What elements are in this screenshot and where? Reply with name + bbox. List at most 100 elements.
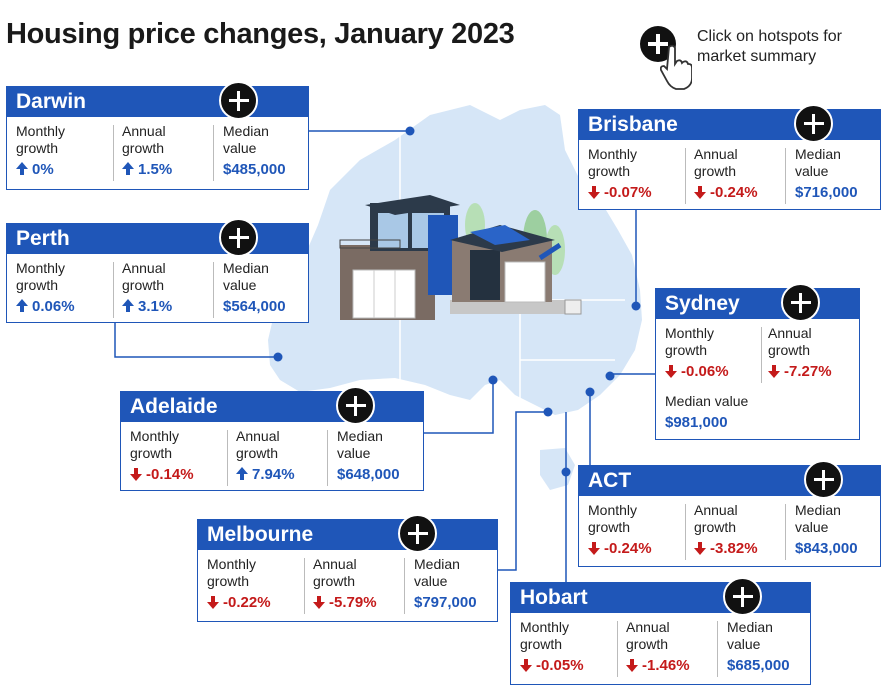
metric-value-text: 3.1% bbox=[138, 298, 173, 315]
metric-value: 0% bbox=[16, 161, 65, 178]
city-card-act[interactable]: ACT Monthly growth -0.24% Annual growth -3.8… bbox=[578, 460, 881, 567]
hand-pointer-icon bbox=[660, 44, 692, 90]
metric-value-text: -1.46% bbox=[642, 657, 690, 674]
hotspot-plus-icon[interactable] bbox=[781, 283, 820, 322]
metric-column: Monthly growth -0.05% bbox=[520, 619, 584, 674]
metric-label: Annual growth bbox=[313, 556, 357, 589]
column-divider bbox=[685, 148, 686, 204]
column-divider bbox=[113, 262, 114, 318]
metric-value: 7.94% bbox=[236, 466, 295, 483]
metric-value: -1.46% bbox=[626, 657, 690, 674]
metric-value: $648,000 bbox=[337, 466, 400, 483]
metric-value: -5.79% bbox=[313, 594, 377, 611]
metric-column: Annual growth -7.27% bbox=[768, 325, 832, 380]
hint-text: Click on hotspots for market summary bbox=[697, 28, 842, 65]
metric-label: Median value bbox=[337, 428, 383, 461]
arrow-down-icon bbox=[694, 185, 706, 199]
metric-value: $797,000 bbox=[414, 594, 477, 611]
metric-label: Monthly growth bbox=[16, 123, 66, 156]
page-title: Housing price changes, January 2023 bbox=[6, 18, 515, 50]
metric-value-text: -0.14% bbox=[146, 466, 194, 483]
column-divider bbox=[304, 558, 305, 614]
metric-label: Median value bbox=[414, 556, 460, 589]
metric-value-text: $797,000 bbox=[414, 594, 477, 611]
metric-column: Median value $716,000 bbox=[795, 146, 858, 201]
column-divider bbox=[113, 125, 114, 181]
card-header: Brisbane bbox=[579, 110, 880, 140]
column-divider bbox=[785, 148, 786, 204]
arrow-down-icon bbox=[130, 467, 142, 481]
metric-column: Monthly growth -0.14% bbox=[130, 428, 194, 483]
arrow-down-icon bbox=[626, 658, 638, 672]
metric-label: Annual growth bbox=[768, 325, 812, 358]
metric-column: Median value $797,000 bbox=[414, 556, 477, 611]
metric-value-text: 0.06% bbox=[32, 298, 75, 315]
city-card-brisbane[interactable]: Brisbane Monthly growth -0.07% Annual growt… bbox=[578, 104, 881, 210]
metric-column: Median value $564,000 bbox=[223, 260, 286, 315]
card-header: Hobart bbox=[511, 583, 810, 613]
metric-value-text: -0.05% bbox=[536, 657, 584, 674]
metric-value: -0.06% bbox=[665, 363, 729, 380]
column-divider bbox=[785, 504, 786, 560]
arrow-up-icon bbox=[16, 298, 28, 312]
city-card-perth[interactable]: Perth Monthly growth 0.06% Annual growth 3.1… bbox=[6, 218, 309, 323]
hotspot-plus-icon[interactable] bbox=[804, 460, 843, 499]
metric-value: -0.05% bbox=[520, 657, 584, 674]
metric-column: Median value $485,000 bbox=[223, 123, 286, 178]
city-name: Hobart bbox=[520, 586, 588, 609]
hotspot-plus-icon[interactable] bbox=[723, 577, 762, 616]
metric-value: -0.24% bbox=[588, 540, 652, 557]
metric-value-text: $648,000 bbox=[337, 466, 400, 483]
metric-value: 1.5% bbox=[122, 161, 172, 178]
hotspot-plus-icon[interactable] bbox=[219, 81, 258, 120]
city-card-darwin[interactable]: Darwin Monthly growth 0% Annual growth 1.5% M… bbox=[6, 81, 309, 190]
column-divider bbox=[327, 430, 328, 486]
city-card-sydney[interactable]: Sydney Monthly growth -0.06% Annual growth -… bbox=[655, 283, 860, 440]
metric-column: Annual growth -3.82% bbox=[694, 502, 758, 557]
hotspot-plus-icon[interactable] bbox=[219, 218, 258, 257]
metric-value-text: 7.94% bbox=[252, 466, 295, 483]
house-illustration bbox=[339, 195, 582, 320]
metric-value-text: -0.06% bbox=[681, 363, 729, 380]
metric-value-text: $843,000 bbox=[795, 540, 858, 557]
metric-value: $485,000 bbox=[223, 161, 286, 178]
metric-label: Median value bbox=[223, 260, 269, 293]
arrow-down-icon bbox=[207, 595, 219, 609]
city-name: Perth bbox=[16, 227, 70, 250]
metric-column: Annual growth 1.5% bbox=[122, 123, 172, 178]
metric-column: Annual growth -5.79% bbox=[313, 556, 377, 611]
metric-label: Annual growth bbox=[694, 502, 738, 535]
arrow-up-icon bbox=[122, 298, 134, 312]
hotspot-plus-icon[interactable] bbox=[398, 514, 437, 553]
metric-value: $716,000 bbox=[795, 184, 858, 201]
metric-value-text: $564,000 bbox=[223, 298, 286, 315]
metric-value-text: $685,000 bbox=[727, 657, 790, 674]
hotspot-plus-icon[interactable] bbox=[794, 104, 833, 143]
column-divider bbox=[685, 504, 686, 560]
city-name: Melbourne bbox=[207, 523, 314, 546]
card-header: Melbourne bbox=[198, 520, 497, 550]
metric-value: 0.06% bbox=[16, 298, 75, 315]
metric-value-text: -3.82% bbox=[710, 540, 758, 557]
metric-value-text: -5.79% bbox=[329, 594, 377, 611]
city-dots bbox=[273, 126, 641, 477]
connector-lines bbox=[114, 130, 655, 585]
arrow-down-icon bbox=[313, 595, 325, 609]
metric-value: $564,000 bbox=[223, 298, 286, 315]
hotspot-plus-icon[interactable] bbox=[336, 386, 375, 425]
metric-label: Monthly growth bbox=[588, 502, 638, 535]
city-name: Sydney bbox=[665, 292, 740, 315]
metric-value: -7.27% bbox=[768, 363, 832, 380]
metric-column: Annual growth -0.24% bbox=[694, 146, 758, 201]
column-divider bbox=[404, 558, 405, 614]
city-card-hobart[interactable]: Hobart Monthly growth -0.05% Annual growth -… bbox=[510, 577, 811, 685]
arrow-up-icon bbox=[122, 161, 134, 175]
metric-value-text: -0.24% bbox=[710, 184, 758, 201]
metric-value: -0.22% bbox=[207, 594, 271, 611]
city-card-adelaide[interactable]: Adelaide Monthly growth -0.14% Annual growt… bbox=[120, 386, 424, 491]
arrow-up-icon bbox=[236, 466, 248, 480]
metric-value-text: 0% bbox=[32, 161, 54, 178]
city-card-melbourne[interactable]: Melbourne Monthly growth -0.22% Annual grow… bbox=[197, 514, 498, 622]
metric-column: Monthly growth -0.07% bbox=[588, 146, 652, 201]
metric-label: Monthly growth bbox=[130, 428, 180, 461]
